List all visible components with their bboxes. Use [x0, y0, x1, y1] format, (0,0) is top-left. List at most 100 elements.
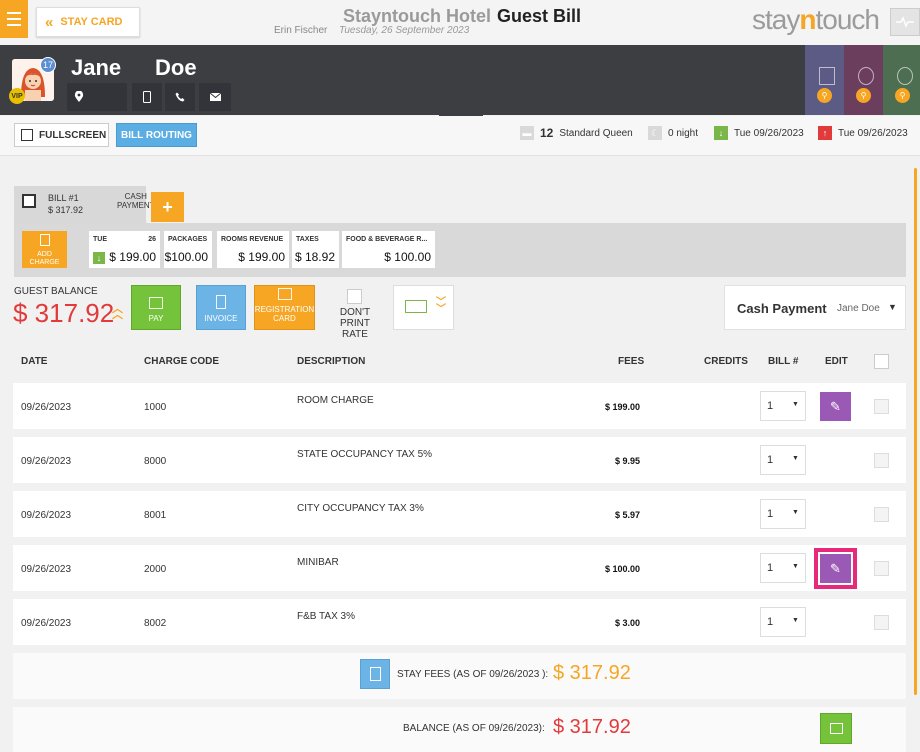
- payment-options-button[interactable]: ﹀ ﹀: [393, 285, 454, 330]
- payment-method-select[interactable]: Cash Payment Jane Doe ▼: [724, 285, 906, 330]
- row-date: 09/26/2023: [21, 510, 72, 521]
- scrollbar[interactable]: [914, 168, 917, 695]
- select-all-checkbox[interactable]: [874, 354, 889, 369]
- fullscreen-button[interactable]: FULLSCREEN: [14, 123, 109, 147]
- circles-icon: [897, 67, 913, 85]
- phone-icon: [175, 92, 185, 102]
- header-fees: FEES: [618, 356, 645, 367]
- edit-button[interactable]: ✎: [820, 392, 851, 421]
- summary-card-rooms-revenue[interactable]: ROOMS REVENUE $ 199.00: [217, 231, 289, 268]
- fullscreen-icon: [21, 129, 33, 141]
- document-icon: [819, 67, 835, 85]
- header-charge-code: CHARGE CODE: [144, 356, 220, 367]
- location-field[interactable]: [67, 83, 127, 111]
- payment-holder-name: Jane Doe: [837, 303, 880, 314]
- registration-card-button[interactable]: REGISTRATION CARD: [254, 285, 315, 330]
- invoice-icon: [216, 295, 226, 309]
- fullscreen-label: FULLSCREEN: [39, 129, 107, 141]
- row-charge-code: 8002: [144, 618, 167, 629]
- arrival-date: Tue 09/26/2023: [734, 127, 804, 139]
- bed-icon: ▬: [520, 126, 534, 140]
- row-date: 09/26/2023: [21, 456, 72, 467]
- row-charge-code: 8001: [144, 510, 167, 521]
- row-description: STATE OCCUPANCY TAX 5%: [297, 449, 433, 460]
- menu-button[interactable]: [0, 0, 28, 38]
- bill-tab-1[interactable]: BILL #1 $ 317.92 CASH PAYMENT: [14, 186, 154, 223]
- departure-arrow-icon: ↑: [818, 126, 832, 140]
- summary-card-packages[interactable]: PACKAGES $100.00: [164, 231, 212, 268]
- email-field[interactable]: [199, 83, 231, 111]
- menu-icon: [7, 12, 21, 14]
- summary-card-food-beverage[interactable]: FOOD & BEVERAGE R... $ 100.00: [342, 231, 435, 268]
- row-checkbox[interactable]: [874, 615, 889, 630]
- row-fees: $ 9.95: [614, 456, 640, 466]
- table-row: 09/26/2023 2000 MINIBAR $ 100.00 1 ▼ ✎: [13, 545, 906, 591]
- phone-field[interactable]: [165, 83, 195, 111]
- payment-type: Cash Payment: [737, 301, 827, 316]
- double-chevron-down-icon: ﹀ ﹀: [436, 297, 446, 315]
- double-chevron-up-icon[interactable]: ︿ ︿: [112, 303, 123, 321]
- caret-down-icon: ▼: [792, 401, 799, 408]
- email-icon: [209, 93, 221, 101]
- vip-badge: VIP: [9, 88, 25, 104]
- row-description: CITY OCCUPANCY TAX 3%: [297, 503, 424, 514]
- room-info: ▬ 12 Standard Queen: [520, 126, 633, 140]
- stay-fees-row: STAY FEES (AS OF 09/26/2023 ): $ 317.92: [13, 653, 906, 699]
- side-card-3[interactable]: ⚲: [883, 45, 920, 115]
- caret-down-icon: ▼: [888, 302, 897, 312]
- receipt-button[interactable]: [360, 659, 390, 689]
- top-bar: « STAY CARD Stayntouch Hotel Guest Bill …: [0, 0, 920, 45]
- row-bill-select[interactable]: 1 ▼: [760, 445, 806, 475]
- invoice-button[interactable]: INVOICE: [196, 285, 246, 330]
- row-bill-select[interactable]: 1 ▼: [760, 607, 806, 637]
- balance-value: $ 317.92: [553, 716, 631, 738]
- dont-print-rate-checkbox[interactable]: [347, 289, 362, 304]
- cheque-icon: [405, 300, 427, 313]
- room-number: 12: [540, 126, 554, 140]
- side-card-1[interactable]: ⚲: [805, 45, 844, 115]
- add-bill-button[interactable]: +: [151, 192, 184, 222]
- bill-routing-button[interactable]: BILL ROUTING: [116, 123, 197, 147]
- stay-card-button[interactable]: « STAY CARD: [36, 7, 140, 37]
- row-bill-select[interactable]: 1 ▼: [760, 553, 806, 583]
- guest-header: 17 VIP Jane Doe: [0, 45, 920, 115]
- location-pin-icon: [74, 91, 84, 102]
- user-name: Erin Fischer: [274, 25, 328, 36]
- business-date: Tuesday, 26 September 2023: [339, 25, 470, 36]
- stay-fees-label: STAY FEES (AS OF 09/26/2023 ):: [397, 669, 549, 680]
- mobile-phone-field[interactable]: [132, 83, 162, 111]
- table-row: 09/26/2023 8001 CITY OCCUPANCY TAX 3% $ …: [13, 491, 906, 537]
- row-checkbox[interactable]: [874, 507, 889, 522]
- table-row: 09/26/2023 8002 F&B TAX 3% $ 3.00 1 ▼: [13, 599, 906, 645]
- activity-pulse-button[interactable]: [890, 8, 920, 36]
- row-date: 09/26/2023: [21, 564, 72, 575]
- row-fees: $ 100.00: [604, 564, 640, 574]
- add-charge-button[interactable]: ADD CHARGE: [22, 231, 67, 268]
- room-type: Standard Queen: [559, 127, 633, 139]
- arrival-info: ↓ Tue 09/26/2023: [714, 126, 804, 140]
- printer-icon: [277, 288, 292, 300]
- magnifier-icon: ⚲: [895, 88, 910, 103]
- summary-card-day[interactable]: TUE 26 ↓ $ 199.00: [89, 231, 160, 268]
- bill-tab-name: BILL #1: [48, 193, 79, 203]
- bill-summary-strip: ADD CHARGE TUE 26 ↓ $ 199.00 PACKAGES $1…: [14, 223, 906, 277]
- row-checkbox[interactable]: [874, 399, 889, 414]
- pay-button[interactable]: PAY: [131, 285, 181, 330]
- receipt-icon: [370, 667, 381, 681]
- globe-icon: [858, 67, 874, 85]
- caret-down-icon: ▼: [792, 563, 799, 570]
- guest-card-icon: [22, 194, 36, 208]
- header-date: DATE: [21, 356, 48, 367]
- wallet-icon: [149, 297, 163, 309]
- pulse-icon: [896, 16, 914, 28]
- row-checkbox[interactable]: [874, 561, 889, 576]
- row-checkbox[interactable]: [874, 453, 889, 468]
- row-bill-select[interactable]: 1 ▼: [760, 391, 806, 421]
- bill-toolbar: FULLSCREEN BILL ROUTING ▬ 12 Standard Qu…: [0, 116, 920, 156]
- balance-pay-button[interactable]: [820, 713, 852, 744]
- side-card-2[interactable]: ⚲: [844, 45, 883, 115]
- guest-first-name: Jane: [71, 55, 122, 80]
- summary-card-taxes[interactable]: TAXES $ 18.92: [292, 231, 339, 268]
- row-bill-select[interactable]: 1 ▼: [760, 499, 806, 529]
- edit-button-highlighted[interactable]: ✎: [814, 548, 857, 589]
